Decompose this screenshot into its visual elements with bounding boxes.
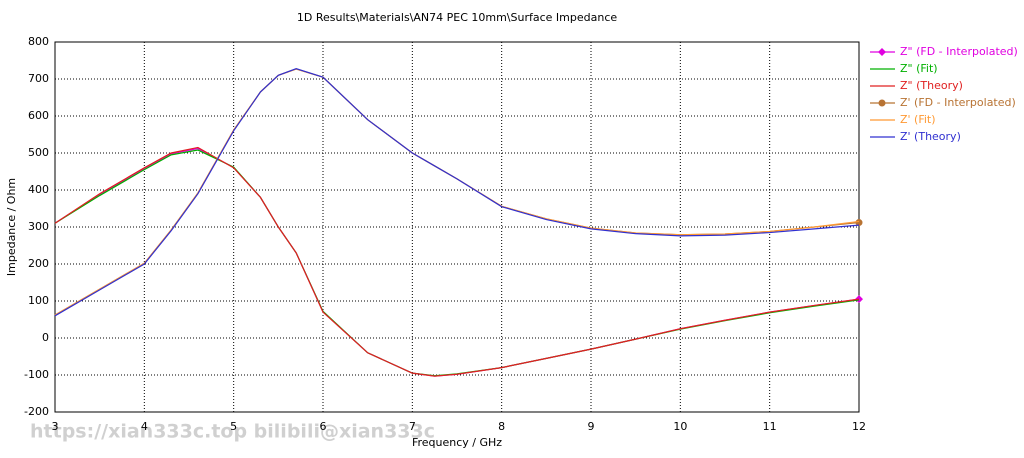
legend-label: Z" (Theory) xyxy=(900,79,963,92)
y-tick-label: -200 xyxy=(24,405,49,418)
y-tick-label: 500 xyxy=(28,146,49,159)
x-tick-label: 7 xyxy=(409,420,416,433)
x-tick-label: 6 xyxy=(320,420,327,433)
legend-label: Z" (Fit) xyxy=(900,62,938,75)
y-tick-label: 600 xyxy=(28,109,49,122)
chart-title: 1D Results\Materials\AN74 PEC 10mm\Surfa… xyxy=(297,11,618,24)
legend-label: Z' (Theory) xyxy=(900,130,961,143)
series-line xyxy=(54,146,860,377)
marker xyxy=(878,48,886,56)
series-line xyxy=(54,68,860,317)
x-tick-label: 3 xyxy=(52,420,59,433)
marker xyxy=(855,219,863,227)
x-axis-label: Frequency / GHz xyxy=(412,436,502,449)
x-tick-label: 12 xyxy=(852,420,866,433)
y-tick-label: 700 xyxy=(28,72,49,85)
x-tick-label: 11 xyxy=(763,420,777,433)
y-tick-label: 800 xyxy=(28,35,49,48)
y-tick-label: 0 xyxy=(42,331,49,344)
y-tick-label: -100 xyxy=(24,368,49,381)
legend-label: Z' (Fit) xyxy=(900,113,936,126)
legend-label: Z' (FD - Interpolated) xyxy=(900,96,1016,109)
plot-border xyxy=(54,41,860,413)
legend-label: Z" (FD - Interpolated) xyxy=(900,45,1018,58)
y-tick-label: 400 xyxy=(28,183,49,196)
y-tick-label: 100 xyxy=(28,294,49,307)
x-tick-label: 10 xyxy=(673,420,687,433)
x-tick-label: 8 xyxy=(498,420,505,433)
watermark: https://xian333c.top bilibili@xian333c xyxy=(30,421,435,443)
y-tick-label: 200 xyxy=(28,257,49,270)
y-axis-label: Impedance / Ohm xyxy=(5,178,18,276)
x-tick-label: 9 xyxy=(588,420,595,433)
x-tick-label: 5 xyxy=(230,420,237,433)
x-tick-label: 4 xyxy=(141,420,148,433)
marker xyxy=(878,99,886,107)
y-tick-label: 300 xyxy=(28,220,49,233)
